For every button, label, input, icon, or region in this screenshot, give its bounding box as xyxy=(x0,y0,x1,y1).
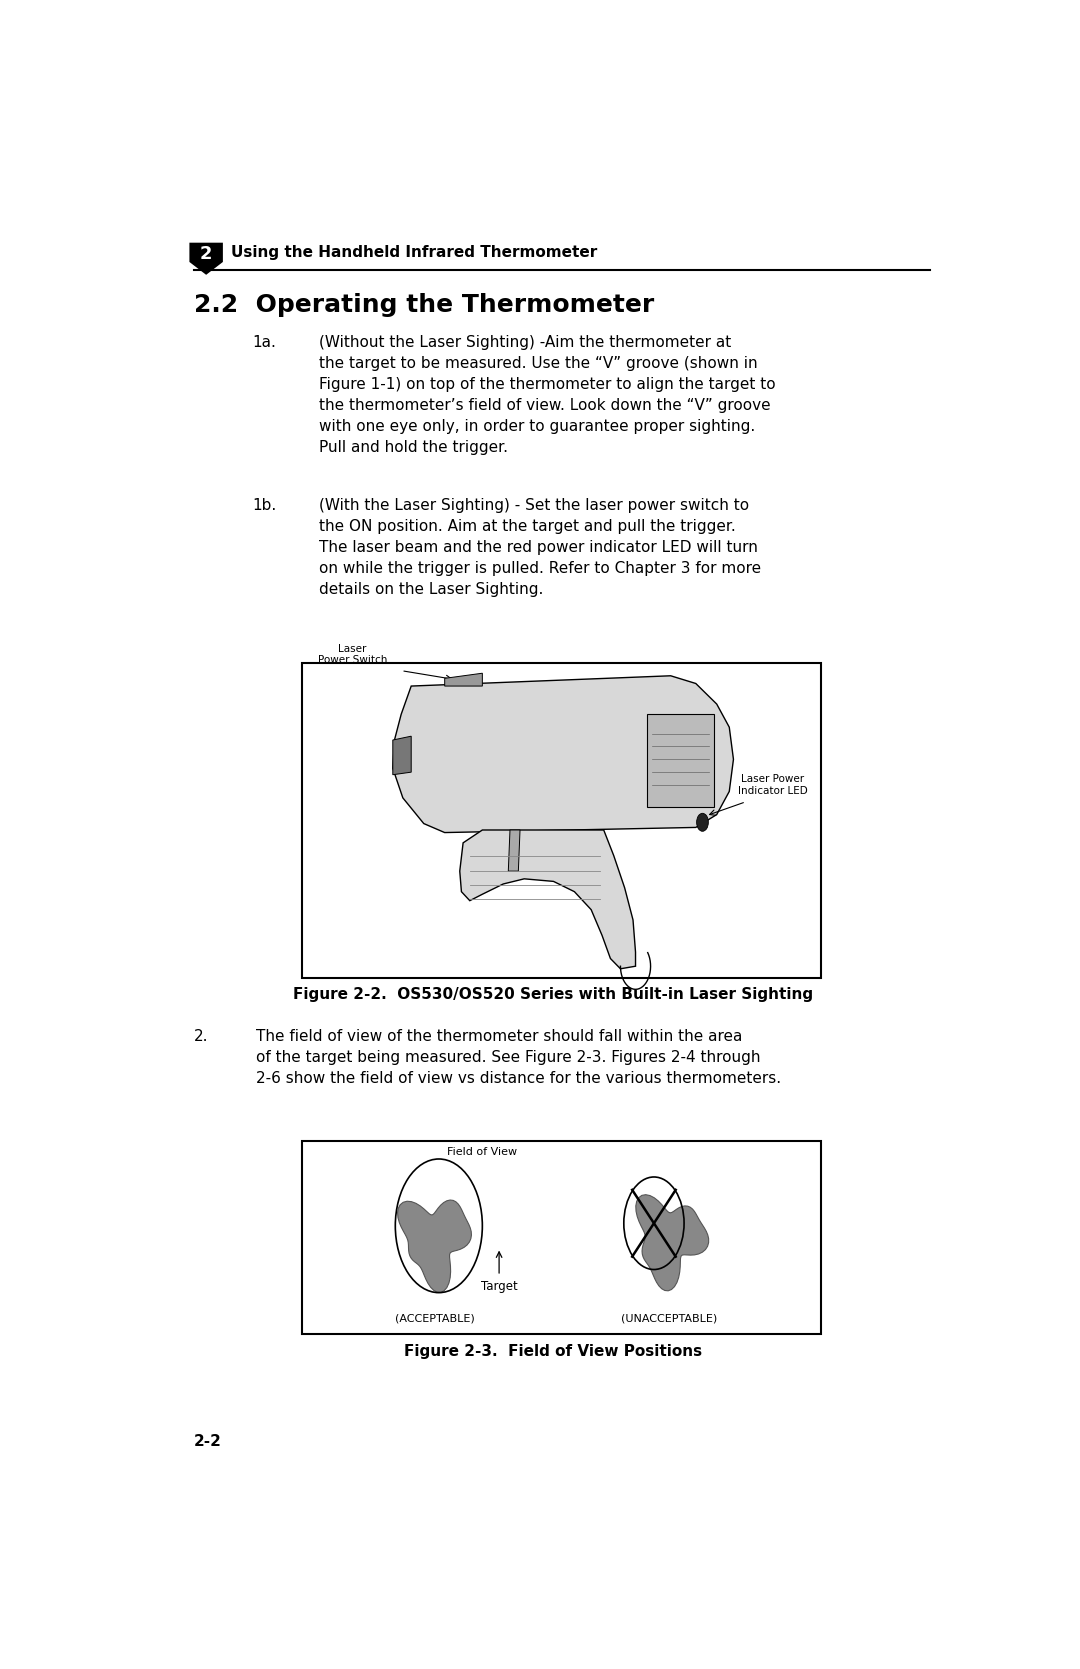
Polygon shape xyxy=(509,829,521,871)
Text: 2: 2 xyxy=(200,245,213,264)
Text: 1a.: 1a. xyxy=(253,335,276,350)
Text: Field of View: Field of View xyxy=(447,1147,517,1157)
Text: (ACCEPTABLE): (ACCEPTABLE) xyxy=(395,1314,474,1324)
Text: Target: Target xyxy=(481,1280,517,1293)
Text: 2.2  Operating the Thermometer: 2.2 Operating the Thermometer xyxy=(193,292,653,317)
FancyBboxPatch shape xyxy=(302,1142,821,1334)
Text: Figure 2-3.  Field of View Positions: Figure 2-3. Field of View Positions xyxy=(404,1344,703,1359)
Text: (Without the Laser Sighting) -Aim the thermometer at
the target to be measured. : (Without the Laser Sighting) -Aim the th… xyxy=(320,335,775,456)
Text: 1b.: 1b. xyxy=(253,499,276,514)
Text: (With the Laser Sighting) - Set the laser power switch to
the ON position. Aim a: (With the Laser Sighting) - Set the lase… xyxy=(320,499,761,598)
Text: 2.: 2. xyxy=(193,1030,208,1045)
Text: (UNACCEPTABLE): (UNACCEPTABLE) xyxy=(621,1314,717,1324)
Polygon shape xyxy=(397,1200,472,1292)
Text: The field of view of the thermometer should fall within the area
of the target b: The field of view of the thermometer sho… xyxy=(256,1030,782,1087)
Text: Figure 2-2.  OS530/OS520 Series with Built-in Laser Sighting: Figure 2-2. OS530/OS520 Series with Buil… xyxy=(294,986,813,1001)
Polygon shape xyxy=(393,676,733,833)
FancyBboxPatch shape xyxy=(302,663,821,978)
Polygon shape xyxy=(393,736,411,774)
FancyBboxPatch shape xyxy=(647,714,714,806)
Text: Laser
Power Switch: Laser Power Switch xyxy=(318,644,388,666)
Polygon shape xyxy=(636,1195,708,1290)
Polygon shape xyxy=(189,242,222,275)
Circle shape xyxy=(697,813,708,831)
Text: Using the Handheld Infrared Thermometer: Using the Handheld Infrared Thermometer xyxy=(231,245,597,260)
Polygon shape xyxy=(460,829,635,968)
Polygon shape xyxy=(445,673,483,686)
Text: 2-2: 2-2 xyxy=(193,1434,221,1449)
Text: Laser Power
Indicator LED: Laser Power Indicator LED xyxy=(738,774,808,796)
